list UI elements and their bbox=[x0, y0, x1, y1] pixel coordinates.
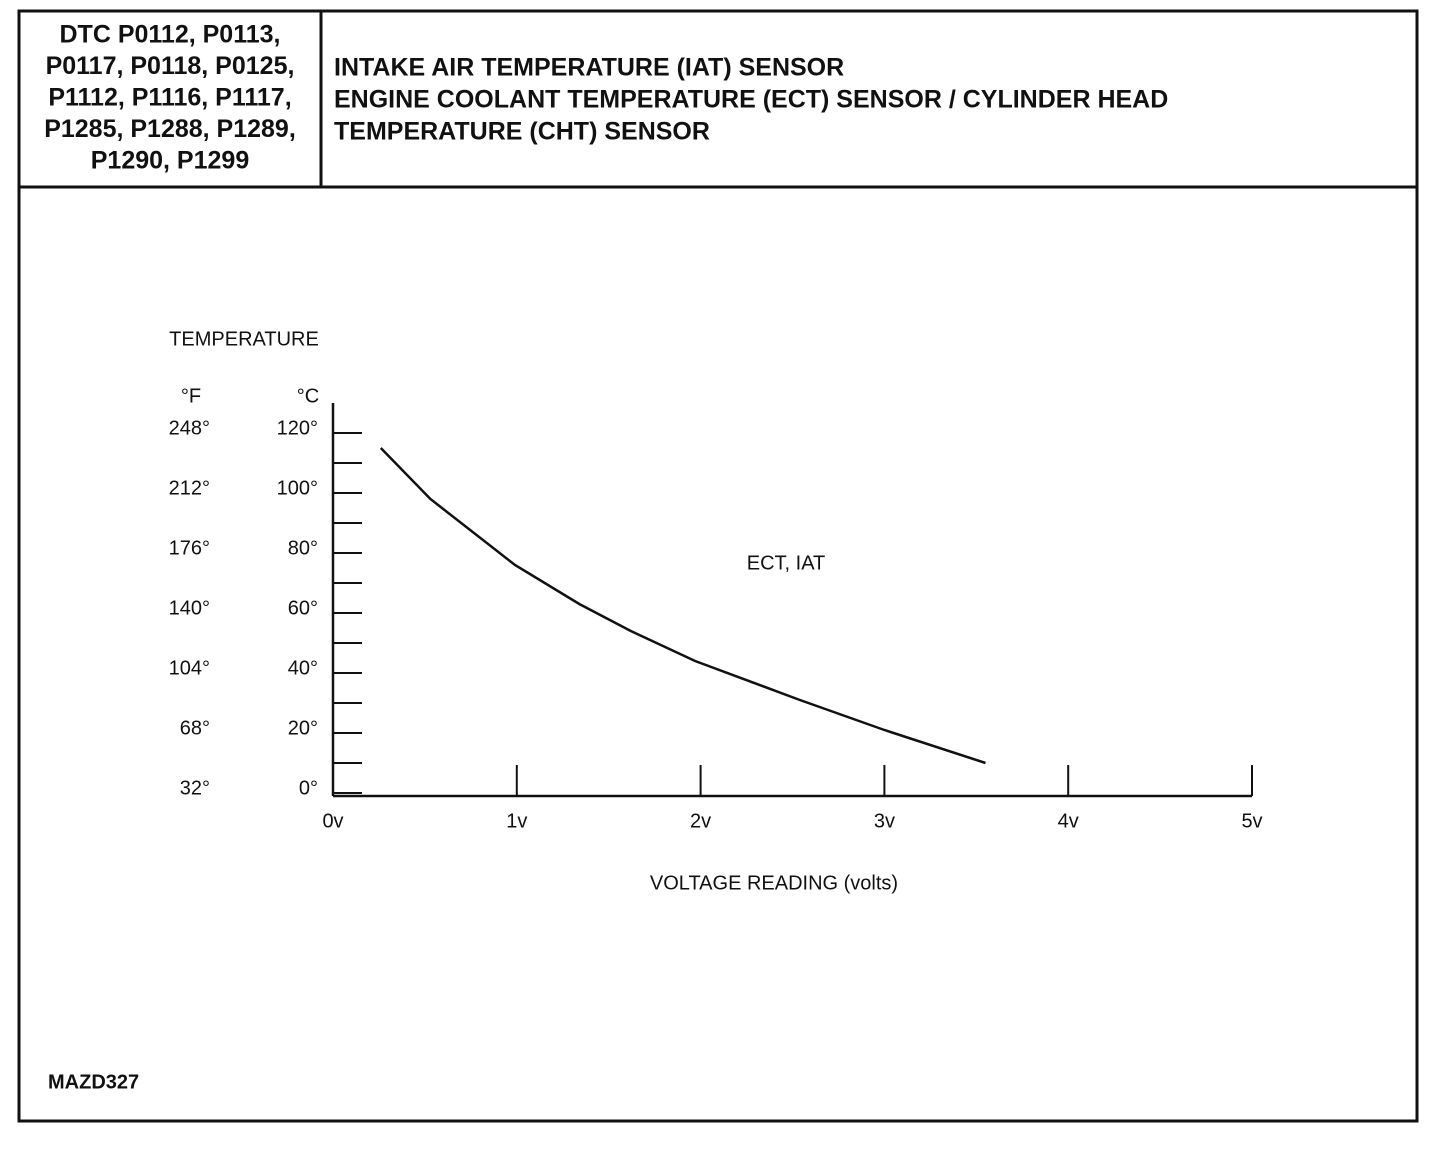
y-tick-label: 100° bbox=[277, 477, 318, 499]
y-tick-label: 0° bbox=[299, 777, 318, 799]
x-tick-label: 1v bbox=[506, 810, 527, 832]
y-tick-label: 80° bbox=[288, 537, 318, 559]
x-tick-label: 0v bbox=[322, 810, 343, 832]
y2-tick-label: 104° bbox=[169, 657, 210, 679]
y-unit: °C bbox=[297, 385, 319, 407]
y2-tick-label: 140° bbox=[169, 597, 210, 619]
header-title: TEMPERATURE (CHT) SENSOR bbox=[334, 118, 710, 146]
y2-unit: °F bbox=[181, 385, 201, 407]
dtc-codes: P1290, P1299 bbox=[91, 147, 249, 175]
dtc-codes: P1285, P1288, P1289, bbox=[44, 115, 296, 143]
y2-tick-label: 248° bbox=[169, 417, 210, 439]
x-axis-label: VOLTAGE READING (volts) bbox=[650, 872, 898, 894]
x-tick-label: 2v bbox=[690, 810, 711, 832]
y2-tick-label: 212° bbox=[169, 477, 210, 499]
y-tick-label: 20° bbox=[288, 717, 318, 739]
x-tick-label: 3v bbox=[874, 810, 895, 832]
outer-border bbox=[17, 9, 1419, 1123]
dtc-codes: P0117, P0118, P0125, bbox=[46, 52, 295, 80]
y2-tick-label: 176° bbox=[169, 537, 210, 559]
y2-tick-label: 68° bbox=[180, 717, 210, 739]
figure-id: MAZD327 bbox=[48, 1071, 139, 1093]
y-tick-label: 40° bbox=[288, 657, 318, 679]
series-label: ECT, IAT bbox=[747, 552, 826, 574]
y-tick-label: 60° bbox=[288, 597, 318, 619]
curve bbox=[379, 447, 986, 765]
y-tick-label: 120° bbox=[277, 417, 318, 439]
x-tick-label: 4v bbox=[1058, 810, 1079, 832]
header-title: INTAKE AIR TEMPERATURE (IAT) SENSOR bbox=[334, 54, 844, 82]
dtc-codes: P1112, P1116, P1117, bbox=[48, 84, 291, 112]
x-tick-label: 5v bbox=[1241, 810, 1262, 832]
dtc-codes: DTC P0112, P0113, bbox=[60, 21, 281, 49]
header-title: ENGINE COOLANT TEMPERATURE (ECT) SENSOR … bbox=[334, 86, 1168, 114]
y2-tick-label: 32° bbox=[180, 777, 210, 799]
y-axis-label: TEMPERATURE bbox=[169, 328, 319, 350]
header: DTC P0112, P0113, P0117, P0118, P0125, P11… bbox=[44, 21, 1168, 175]
